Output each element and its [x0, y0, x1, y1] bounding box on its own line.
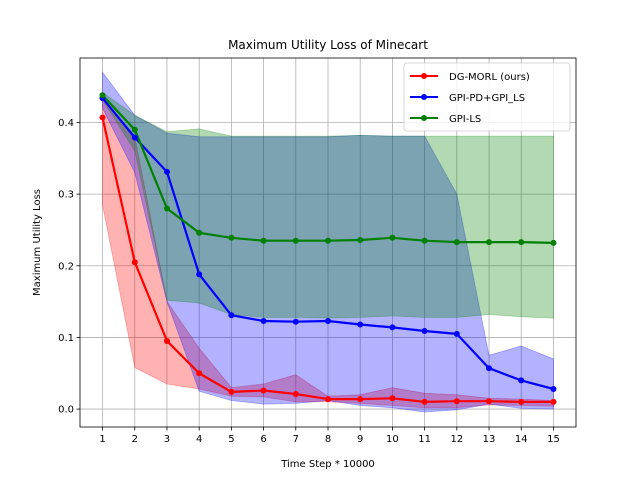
y-tick-label: 0.0: [58, 405, 74, 416]
data-point: [131, 126, 138, 133]
data-point: [164, 168, 170, 175]
data-point: [421, 328, 428, 334]
data-point: [518, 239, 525, 246]
x-tick-label: 4: [196, 434, 202, 445]
x-tick-label: 9: [357, 434, 363, 445]
x-tick-label: 5: [228, 434, 234, 445]
data-point: [325, 237, 331, 244]
x-tick-label: 10: [386, 434, 399, 445]
data-point: [99, 114, 106, 121]
data-point: [260, 318, 267, 324]
data-point: [164, 205, 170, 212]
data-point: [260, 387, 267, 394]
data-point: [550, 398, 557, 405]
data-point: [325, 396, 331, 403]
legend-label: GPI-LS: [449, 114, 481, 125]
y-tick-label: 0.1: [58, 333, 74, 344]
x-tick-label: 7: [293, 434, 299, 445]
x-tick-label: 3: [164, 434, 170, 445]
legend-entry: GPI-LS: [410, 114, 481, 125]
legend-entry: GPI-PD+GPI_LS: [410, 93, 525, 104]
x-tick-label: 12: [450, 434, 463, 445]
data-point: [518, 398, 525, 405]
x-tick-label: 8: [325, 434, 331, 445]
data-point: [357, 396, 364, 403]
data-point: [550, 239, 557, 246]
data-point: [486, 239, 492, 246]
x-tick-label: 2: [132, 434, 138, 445]
y-tick-label: 0.3: [58, 190, 74, 201]
series-markers: [99, 92, 557, 405]
data-point: [196, 271, 203, 278]
data-point: [196, 229, 203, 236]
data-point: [486, 398, 492, 405]
data-point: [389, 395, 396, 402]
data-point: [196, 370, 203, 377]
confidence-band: [102, 96, 554, 409]
y-axis-label: Maximum Utility Loss: [32, 189, 43, 296]
data-point: [228, 312, 235, 319]
data-point: [453, 239, 460, 246]
legend-label: GPI-PD+GPI_LS: [449, 93, 525, 104]
data-point: [164, 338, 170, 344]
legend: DG-MORL (ours) GPI-PD+GPI_LS GPI-LS: [403, 62, 571, 132]
x-axis-ticks: 1 2 3 4 5 6 7 8 9 10 11 12 13 14 15: [99, 427, 560, 445]
legend-box: [403, 62, 571, 132]
data-point: [131, 259, 138, 266]
legend-marker: [421, 115, 427, 121]
data-point: [357, 321, 364, 328]
y-tick-label: 0.4: [58, 118, 74, 129]
data-point: [228, 234, 235, 241]
x-tick-label: 1: [99, 434, 105, 445]
data-point: [260, 237, 267, 244]
legend-marker: [421, 73, 427, 79]
legend-entry: DG-MORL (ours): [410, 72, 530, 83]
y-tick-label: 0.2: [58, 261, 74, 272]
data-point: [486, 365, 492, 372]
y-axis-ticks: 0.0 0.1 0.2 0.3 0.4: [58, 118, 80, 416]
data-point: [453, 330, 460, 337]
data-point: [389, 324, 396, 331]
data-point: [518, 377, 525, 384]
data-point: [550, 386, 557, 392]
data-point: [131, 134, 138, 141]
data-point: [292, 237, 299, 244]
data-point: [292, 391, 299, 397]
data-point: [421, 398, 428, 405]
data-point: [421, 237, 428, 244]
x-tick-label: 11: [418, 434, 431, 445]
data-point: [389, 234, 396, 241]
x-tick-label: 14: [515, 434, 528, 445]
chart-title: Maximum Utility Loss of Minecart: [228, 38, 428, 52]
data-point: [292, 318, 299, 325]
x-tick-label: 6: [260, 434, 266, 445]
data-point: [453, 398, 460, 405]
legend-label: DG-MORL (ours): [449, 72, 530, 83]
data-point: [325, 318, 331, 324]
x-tick-label: 13: [483, 434, 496, 445]
data-point: [357, 237, 364, 243]
data-point: [99, 92, 106, 99]
legend-marker: [421, 94, 427, 100]
x-tick-label: 15: [547, 434, 560, 445]
data-point: [228, 388, 235, 395]
x-axis-label: Time Step * 10000: [280, 459, 375, 470]
